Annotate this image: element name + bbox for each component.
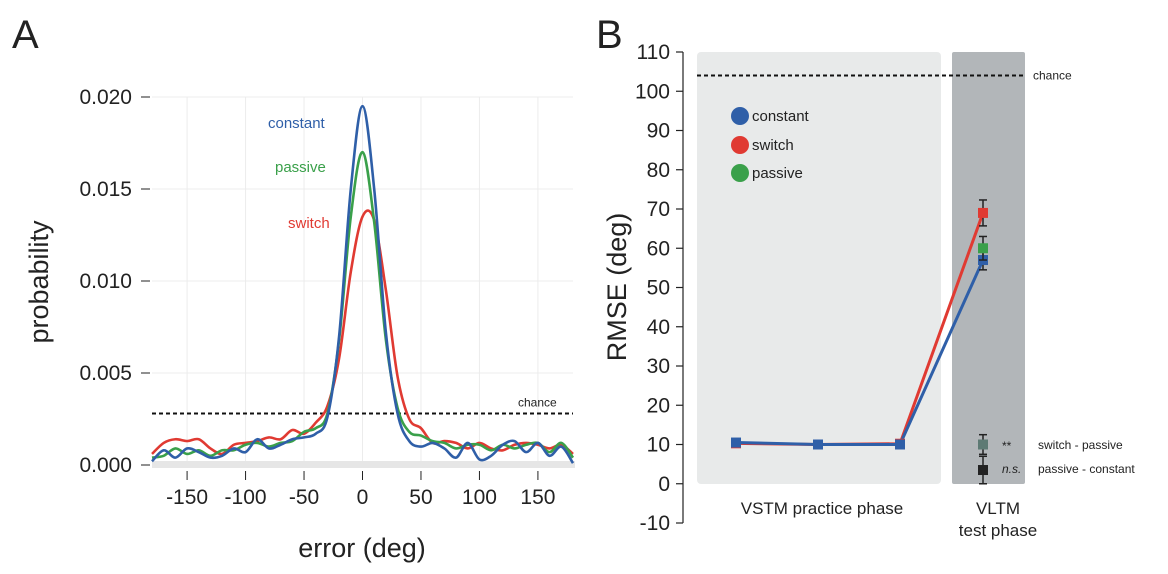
panel-a-label-passive: passive xyxy=(275,159,326,176)
x-tick-label: 150 xyxy=(520,486,555,509)
curve-constant xyxy=(151,104,575,464)
x-tick-label: 0 xyxy=(357,486,369,509)
x-tick-label: -150 xyxy=(166,486,208,509)
y-tick-label: 20 xyxy=(647,394,670,417)
y-tick-label: 90 xyxy=(647,120,670,143)
y-tick-label: 0.005 xyxy=(79,362,132,385)
point-switch xyxy=(978,207,988,218)
panel-b-legend: constant switch passive xyxy=(731,107,810,182)
legend-label-constant: constant xyxy=(752,108,810,125)
phase-label-test: VLTM test phase xyxy=(959,499,1037,540)
legend-label-passive: passive xyxy=(752,165,803,182)
panel-b-chance-label: chance xyxy=(1033,69,1072,83)
y-tick-label: 0.010 xyxy=(79,270,132,293)
y-tick-label: 100 xyxy=(635,80,670,103)
y-tick-label: 70 xyxy=(647,198,670,221)
comparison-1-significance: ** xyxy=(1002,439,1012,453)
panel-b: B -10 0 10 20 30 40 50 60 70 80 90 100 110 chance co… xyxy=(596,13,1135,540)
comparison-2-significance: n.s. xyxy=(1002,462,1021,476)
curve-switch xyxy=(151,209,574,456)
x-tick-label: -50 xyxy=(289,486,319,509)
legend-label-switch: switch xyxy=(752,137,794,154)
legend-marker-switch xyxy=(731,136,749,154)
panel-a-y-ticks: 0.000 0.005 0.010 0.015 0.020 xyxy=(79,86,150,477)
y-tick-label: 50 xyxy=(647,277,670,300)
legend-marker-passive xyxy=(731,164,749,182)
panel-a-label-switch: switch xyxy=(288,215,330,232)
panel-a-label-constant: constant xyxy=(268,115,326,132)
panel-b-comparisons: ** switch - passive n.s. passive - const… xyxy=(978,433,1135,485)
comparison-1-label: switch - passive xyxy=(1038,438,1123,452)
panel-a-letter: A xyxy=(12,13,39,57)
y-tick-label: 0.000 xyxy=(79,454,132,477)
y-tick-label: 60 xyxy=(647,237,670,260)
y-tick-label: 10 xyxy=(647,434,670,457)
panel-a-baseline xyxy=(152,461,575,468)
panel-a-x-axis-title: error (deg) xyxy=(298,533,426,563)
x-tick-label: 50 xyxy=(409,486,432,509)
x-tick-label: 100 xyxy=(462,486,497,509)
panel-a-grid xyxy=(152,96,573,466)
panel-a-curves xyxy=(151,104,575,464)
y-tick-label: 0.020 xyxy=(79,86,132,109)
comparison-marker xyxy=(978,439,988,450)
y-tick-label: 110 xyxy=(637,41,670,64)
panel-b-series xyxy=(731,199,988,450)
point-passive xyxy=(978,243,988,254)
panel-b-practice-background xyxy=(697,52,941,484)
y-tick-label: 0.015 xyxy=(79,178,132,201)
panel-b-y-axis-title: RMSE (deg) xyxy=(602,213,632,362)
point-constant xyxy=(813,439,823,450)
panel-a-chance-label: chance xyxy=(518,395,557,409)
panel-a-x-ticks: -150 -100 -50 0 50 100 150 xyxy=(166,471,555,509)
panel-b-test-background xyxy=(952,52,1025,484)
y-tick-label: 30 xyxy=(647,355,670,378)
panel-a: A 0.000 0.005 0.010 0.015 0.020 -150 -100 -50 0… xyxy=(12,13,575,563)
legend-marker-constant xyxy=(731,107,749,125)
point-constant xyxy=(731,437,741,448)
y-tick-label: 0 xyxy=(658,473,670,496)
phase-label-practice: VSTM practice phase xyxy=(741,499,904,518)
comparison-2-label: passive - constant xyxy=(1038,462,1135,476)
y-tick-label: 40 xyxy=(647,316,670,339)
panel-a-y-axis-title: probability xyxy=(24,220,54,344)
panel-b-y-ticks: -10 0 10 20 30 40 50 60 70 80 90 100 110 xyxy=(635,41,683,535)
panel-b-letter: B xyxy=(596,13,623,57)
y-tick-label: 80 xyxy=(647,159,670,182)
series-line-constant xyxy=(735,259,985,446)
point-constant xyxy=(895,439,905,450)
comparison-marker xyxy=(978,465,988,476)
x-tick-label: -100 xyxy=(225,486,267,509)
y-tick-label: -10 xyxy=(640,512,670,535)
